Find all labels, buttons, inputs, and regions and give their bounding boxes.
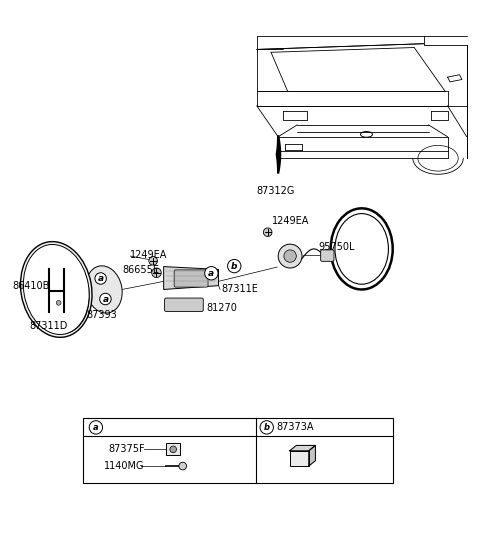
Text: a: a	[208, 269, 215, 278]
Circle shape	[278, 244, 302, 268]
Text: 87311D: 87311D	[29, 322, 67, 331]
Circle shape	[152, 268, 161, 278]
Circle shape	[179, 462, 187, 470]
Text: b: b	[264, 423, 270, 432]
Bar	[83, 418, 393, 483]
Circle shape	[100, 293, 111, 305]
Circle shape	[284, 250, 296, 262]
Circle shape	[98, 277, 104, 282]
Text: b: b	[231, 262, 238, 271]
Polygon shape	[164, 266, 218, 289]
Ellipse shape	[24, 244, 89, 334]
Text: 81270: 81270	[206, 303, 238, 313]
Circle shape	[56, 301, 61, 305]
Polygon shape	[309, 445, 315, 466]
Circle shape	[264, 228, 272, 236]
Text: 86410B: 86410B	[12, 281, 49, 291]
Circle shape	[170, 446, 177, 453]
Bar	[166, 443, 180, 455]
FancyBboxPatch shape	[174, 270, 208, 287]
Circle shape	[95, 273, 107, 284]
Text: 86655E: 86655E	[122, 265, 159, 275]
Text: a: a	[102, 294, 108, 303]
Polygon shape	[289, 445, 315, 451]
FancyBboxPatch shape	[321, 250, 334, 262]
Text: 87373A: 87373A	[276, 422, 314, 433]
Ellipse shape	[335, 214, 388, 284]
Circle shape	[204, 266, 218, 280]
Ellipse shape	[28, 248, 89, 333]
Circle shape	[89, 421, 103, 434]
Circle shape	[228, 259, 241, 273]
Bar	[289, 451, 309, 466]
Text: a: a	[97, 274, 104, 283]
Ellipse shape	[86, 266, 122, 313]
FancyBboxPatch shape	[165, 298, 203, 311]
Circle shape	[103, 297, 108, 303]
Text: 95750L: 95750L	[319, 242, 355, 251]
Text: 1140MG: 1140MG	[104, 461, 144, 471]
Text: 87375F: 87375F	[109, 444, 145, 455]
Text: 1249EA: 1249EA	[273, 216, 310, 226]
Circle shape	[149, 257, 157, 265]
Text: 87393: 87393	[86, 309, 117, 319]
Text: 1249EA: 1249EA	[130, 250, 168, 260]
Circle shape	[260, 421, 274, 434]
Ellipse shape	[21, 242, 92, 337]
Text: 87311E: 87311E	[221, 285, 258, 294]
Text: 87312G: 87312G	[257, 186, 295, 196]
Text: a: a	[93, 423, 99, 432]
